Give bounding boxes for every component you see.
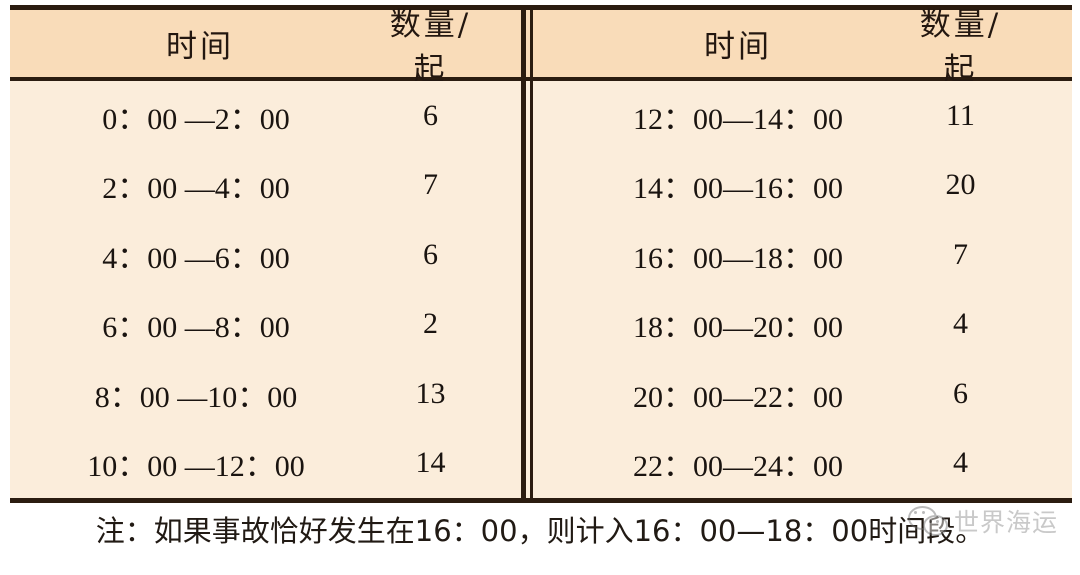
column-header-time-right: 时间	[704, 29, 772, 65]
table-header-right: 时间 数量/起	[541, 7, 1072, 88]
table-row: 2：00 —4：00 7	[10, 151, 541, 221]
cell-time: 12：00—14：00	[633, 102, 843, 136]
table-row: 14：00—16：00 20	[541, 151, 1072, 221]
cell-time: 10：00 —12：00	[87, 450, 305, 484]
cell-qty: 4	[953, 307, 968, 341]
table-row: 4：00 —6：00 6	[10, 220, 541, 290]
cell-qty: 2	[423, 307, 438, 341]
cell-qty: 7	[953, 237, 968, 271]
cell-time: 4：00 —6：00	[102, 241, 290, 275]
table-body-right: 12：00—14：00 11 14：00—16：00 20 16：00—18：0…	[541, 81, 1072, 498]
cell-time: 22：00—24：00	[633, 450, 843, 484]
cell-qty: 6	[423, 98, 438, 132]
cell-time: 0：00 —2：00	[102, 102, 290, 136]
table-row: 20：00—22：00 6	[541, 359, 1072, 429]
statistics-table: 时间 数量/起 0：00 —2：00 6 2：00 —4：00 7 4：00 —…	[10, 5, 1072, 503]
table-body-left: 0：00 —2：00 6 2：00 —4：00 7 4：00 —6：00 6 6…	[10, 81, 541, 498]
table-row: 8：00 —10：00 13	[10, 359, 541, 429]
cell-time: 2：00 —4：00	[102, 172, 290, 206]
cell-time: 18：00—20：00	[633, 311, 843, 345]
cell-qty: 11	[946, 98, 975, 132]
cell-qty: 13	[415, 376, 446, 410]
table-row: 0：00 —2：00 6	[10, 81, 541, 151]
table-row: 18：00—20：00 4	[541, 290, 1072, 360]
cell-qty: 4	[953, 446, 968, 480]
table-grid: 时间 数量/起 0：00 —2：00 6 2：00 —4：00 7 4：00 —…	[10, 7, 1072, 498]
cell-time: 6：00 —8：00	[102, 311, 290, 345]
table-row: 16：00—18：00 7	[541, 220, 1072, 290]
column-header-qty-left: 数量/起	[389, 6, 472, 88]
table-row: 10：00 —12：00 14	[10, 429, 541, 499]
table-footnote: 注：如果事故恰好发生在16：00，则计入16：00—18：00时间段。	[95, 514, 985, 548]
cell-qty: 6	[953, 376, 968, 410]
column-header-time-left: 时间	[166, 29, 234, 65]
table-header-left: 时间 数量/起	[10, 7, 541, 88]
table-row: 6：00 —8：00 2	[10, 290, 541, 360]
cell-time: 8：00 —10：00	[94, 380, 298, 414]
column-header-qty-right: 数量/起	[919, 6, 1002, 88]
cell-qty: 14	[415, 446, 446, 480]
table-row: 12：00—14：00 11	[541, 81, 1072, 151]
cell-time: 16：00—18：00	[633, 241, 843, 275]
cell-qty: 7	[423, 168, 438, 202]
table-half-left: 时间 数量/起 0：00 —2：00 6 2：00 —4：00 7 4：00 —…	[10, 7, 541, 498]
table-row: 22：00—24：00 4	[541, 429, 1072, 499]
cell-time: 14：00—16：00	[633, 172, 843, 206]
table-half-right: 时间 数量/起 12：00—14：00 11 14：00—16：00 20 16…	[541, 7, 1072, 498]
cell-qty: 20	[945, 168, 976, 202]
cell-time: 20：00—22：00	[633, 380, 843, 414]
cell-qty: 6	[423, 237, 438, 271]
